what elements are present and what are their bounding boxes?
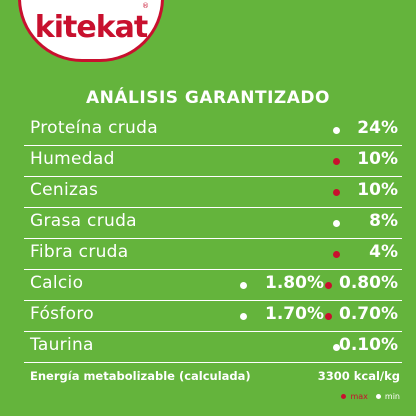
min-dot-icon [375,394,381,399]
row-label: Fósforo [30,304,94,324]
row-value: 4% [369,242,398,262]
min-dot-icon [240,313,247,320]
max-dot-icon [341,394,347,399]
row-max-value: 0.80% [339,273,398,293]
energy-line: Energía metabolizable (calculada) 3300 k… [30,369,400,383]
row-label: Humedad [30,149,115,169]
energy-value: 3300 kcal/kg [317,369,400,383]
legend-min-label: min [384,392,400,401]
legend-max-label: max [350,392,368,401]
row-label: Taurina [30,335,94,355]
max-dot-icon [333,158,340,165]
table-row: Cenizas 10% [24,177,402,208]
table-row: Calcio 1.80% 0.80% [24,270,402,301]
min-dot-icon [333,220,340,227]
table-row: Humedad 10% [24,146,402,177]
table-row: Fibra cruda 4% [24,239,402,270]
row-label: Grasa cruda [30,211,137,231]
table-row: Fósforo 1.70% 0.70% [24,301,402,332]
table-row: Proteína cruda 24% [24,115,402,146]
row-value: 10% [357,149,398,169]
trademark-symbol: ® [142,2,149,10]
min-dot-icon [333,344,340,351]
energy-label: Energía metabolizable (calculada) [30,369,251,383]
row-value: 8% [369,211,398,231]
row-label: Proteína cruda [30,118,158,138]
row-max-value: 0.70% [339,304,398,324]
row-label: Fibra cruda [30,242,129,262]
row-label: Cenizas [30,180,99,200]
row-min-value: 1.70% [265,304,324,324]
analysis-table: Proteína cruda 24% Humedad 10% Cenizas 1… [24,115,402,363]
row-value: 24% [357,118,398,138]
row-label: Calcio [30,273,84,293]
brand-logo-text: kitekat [34,10,148,45]
row-value: 10% [357,180,398,200]
max-dot-icon [325,313,332,320]
max-dot-icon [325,282,332,289]
min-dot-icon [333,127,340,134]
table-row: Grasa cruda 8% [24,208,402,239]
max-dot-icon [333,251,340,258]
min-dot-icon [240,282,247,289]
row-min-value: 1.80% [265,273,324,293]
brand-logo: kitekat ® [18,0,164,62]
row-value: 0.10% [339,335,398,355]
max-dot-icon [333,189,340,196]
table-row: Taurina 0.10% [24,332,402,363]
legend: max min [341,392,400,401]
section-title: ANÁLISIS GARANTIZADO [86,88,330,108]
